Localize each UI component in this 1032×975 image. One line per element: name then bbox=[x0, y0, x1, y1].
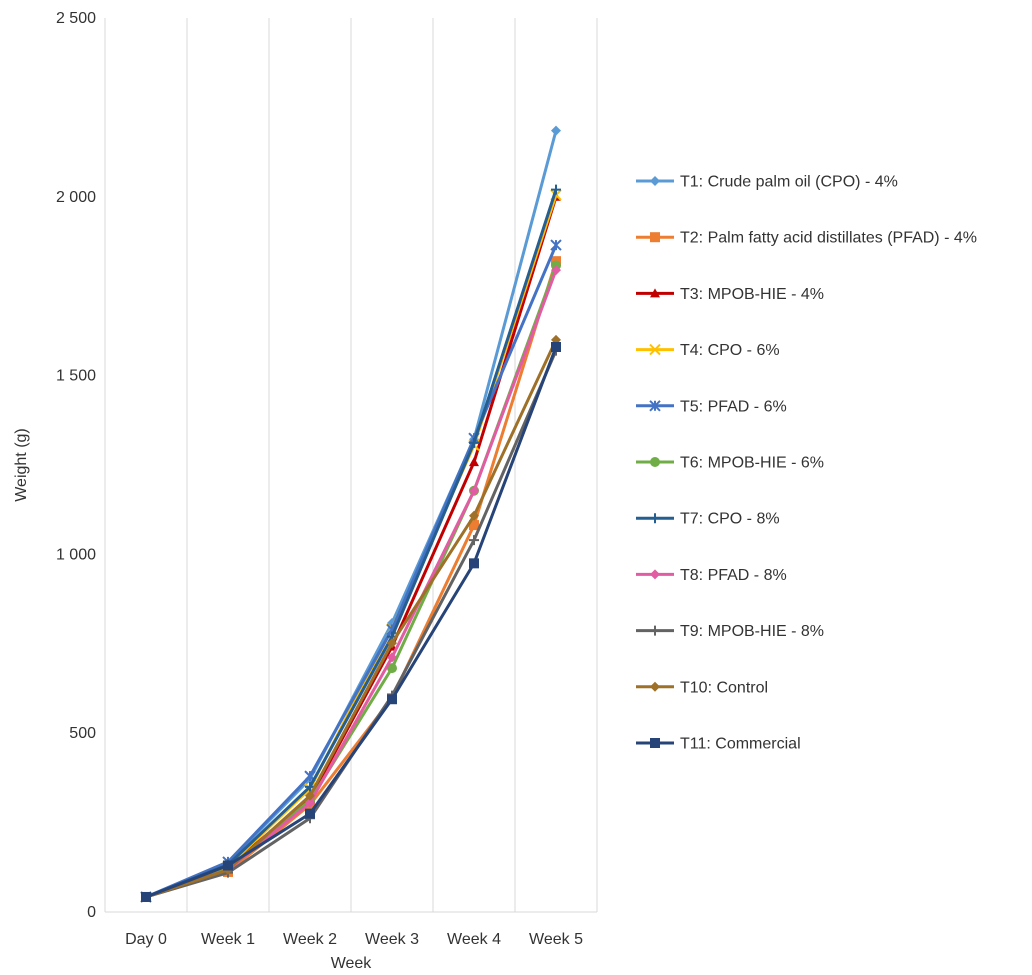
data-point-marker bbox=[650, 569, 660, 580]
data-point-marker bbox=[551, 125, 561, 136]
legend-label: T5: PFAD - 6% bbox=[680, 398, 787, 415]
legend-label: T11: Commercial bbox=[680, 736, 801, 753]
y-tick-label: 2 000 bbox=[56, 189, 96, 206]
data-point-marker bbox=[650, 288, 660, 298]
x-tick-label: Week 1 bbox=[201, 931, 255, 948]
x-tick-label: Week 3 bbox=[365, 931, 419, 948]
data-point-marker bbox=[650, 457, 660, 467]
data-point-marker bbox=[223, 860, 233, 871]
x-tick-label: Week 2 bbox=[283, 931, 337, 948]
y-tick-label: 0 bbox=[87, 904, 96, 921]
y-tick-label: 1 000 bbox=[56, 546, 96, 563]
series-group bbox=[140, 125, 562, 903]
data-point-marker bbox=[551, 341, 561, 352]
vertical-gridlines bbox=[104, 18, 598, 912]
data-point-marker bbox=[305, 808, 315, 819]
legend-item: T1: Crude palm oil (CPO) - 4% bbox=[636, 174, 898, 191]
series-line bbox=[145, 346, 558, 899]
data-point-marker bbox=[469, 520, 479, 531]
y-tick-label: 1 500 bbox=[56, 368, 96, 385]
data-point-marker bbox=[469, 510, 479, 521]
data-point-marker bbox=[305, 797, 315, 808]
legend-item: T9: MPOB-HIE - 8% bbox=[636, 623, 824, 640]
data-point-marker bbox=[387, 638, 397, 649]
data-point-marker bbox=[469, 558, 479, 569]
y-axis-title: Weight (g) bbox=[13, 428, 30, 502]
legend-label: T8: PFAD - 8% bbox=[680, 567, 787, 584]
legend-label: T6: MPOB-HIE - 6% bbox=[680, 455, 824, 472]
legend-label: T7: CPO - 8% bbox=[680, 511, 780, 528]
x-tick-label: Week 5 bbox=[529, 931, 583, 948]
legend-item: T6: MPOB-HIE - 6% bbox=[636, 455, 824, 472]
legend-label: T4: CPO - 6% bbox=[680, 342, 780, 359]
data-point-marker bbox=[387, 694, 397, 705]
data-point-marker bbox=[387, 663, 397, 674]
data-point-marker bbox=[650, 513, 660, 524]
data-point-marker bbox=[649, 400, 661, 412]
data-point-marker bbox=[550, 239, 562, 251]
data-point-marker bbox=[469, 485, 479, 496]
legend-label: T3: MPOB-HIE - 4% bbox=[680, 286, 824, 303]
x-tick-label: Week 4 bbox=[447, 931, 501, 948]
legend-item: T8: PFAD - 8% bbox=[636, 567, 787, 584]
series-11 bbox=[141, 341, 561, 902]
data-point-marker bbox=[650, 232, 660, 243]
tick-labels: 0 500 1 000 1 500 2 000 2 500 Day 0 Week 1 Week … bbox=[56, 10, 583, 948]
data-point-marker bbox=[551, 184, 561, 195]
legend-item: T7: CPO - 8% bbox=[636, 511, 780, 528]
y-tick-label: 500 bbox=[69, 725, 96, 742]
data-point-marker bbox=[649, 343, 661, 356]
data-point-marker bbox=[469, 535, 479, 546]
data-point-marker bbox=[551, 265, 561, 276]
legend-item: T11: Commercial bbox=[636, 736, 801, 753]
data-point-marker bbox=[387, 652, 397, 663]
data-point-marker bbox=[650, 625, 660, 636]
x-axis-title: Week bbox=[331, 955, 373, 972]
series-line bbox=[145, 339, 558, 899]
data-point-marker bbox=[650, 681, 660, 692]
data-point-marker bbox=[650, 176, 660, 186]
legend-item: T5: PFAD - 6% bbox=[636, 398, 787, 415]
x-tick-label: Day 0 bbox=[125, 931, 167, 948]
legend-label: T10: Control bbox=[680, 679, 768, 696]
legend-item: T2: Palm fatty acid distillates (PFAD) -… bbox=[636, 230, 977, 247]
data-point-marker bbox=[469, 457, 479, 467]
legend-item: T4: CPO - 6% bbox=[636, 342, 780, 359]
data-point-marker bbox=[141, 891, 151, 902]
legend: T1: Crude palm oil (CPO) - 4% T2: Palm fa… bbox=[636, 174, 977, 753]
legend-label: T2: Palm fatty acid distillates (PFAD) -… bbox=[680, 230, 977, 247]
legend-label: T9: MPOB-HIE - 8% bbox=[680, 623, 824, 640]
data-point-marker bbox=[305, 790, 315, 801]
data-point-marker bbox=[650, 738, 660, 748]
legend-label: T1: Crude palm oil (CPO) - 4% bbox=[680, 174, 898, 191]
series-line bbox=[145, 244, 558, 899]
y-tick-label: 2 500 bbox=[56, 10, 96, 27]
data-point-marker bbox=[469, 437, 479, 448]
legend-item: T10: Control bbox=[636, 679, 768, 696]
legend-item: T3: MPOB-HIE - 4% bbox=[636, 286, 824, 303]
